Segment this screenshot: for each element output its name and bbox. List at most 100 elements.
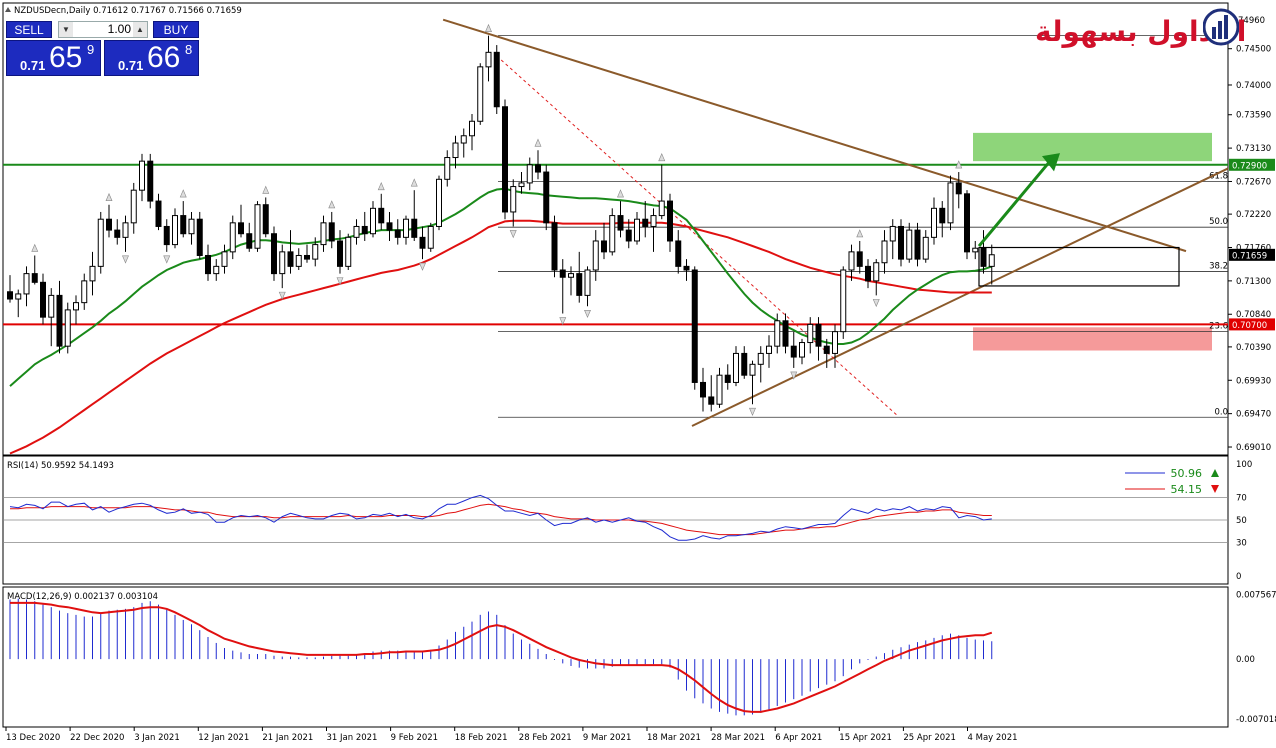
ma-slow-line: [9, 219, 992, 455]
candle-body-bullish: [130, 189, 137, 224]
lot-size-input[interactable]: ▼ 1.00 ▲: [58, 21, 148, 38]
buy-price-button[interactable]: 0.71 66 8: [104, 40, 199, 76]
sell-price-button[interactable]: 0.71 65 9: [6, 40, 101, 76]
x-axis-label: 6 Apr 2021: [775, 733, 822, 743]
candle-body-bearish: [955, 182, 962, 195]
candle: [320, 215, 327, 252]
fractal-up-icon: [856, 229, 864, 238]
candle: [716, 367, 723, 408]
lot-decrease-icon[interactable]: ▼: [59, 22, 73, 37]
candle: [271, 226, 277, 281]
candle: [774, 313, 781, 354]
candle: [477, 63, 484, 125]
one-click-trading-panel: SELL ▼ 1.00 ▲ BUY 0.71 65 9 0.71 66 8: [6, 21, 199, 76]
y-axis-label: 0.69010: [1236, 443, 1271, 453]
candle-body-bullish: [510, 186, 517, 213]
candle: [749, 360, 756, 405]
candle: [592, 230, 599, 281]
candle-body-bullish: [931, 207, 937, 238]
candle: [312, 237, 319, 267]
candle-body-bullish: [658, 200, 665, 217]
candle: [906, 222, 913, 263]
candle: [436, 175, 442, 231]
fractal-up-icon: [328, 200, 336, 209]
candle: [865, 259, 871, 289]
candle-body-bearish: [823, 345, 830, 354]
candle-body-bearish: [691, 269, 698, 383]
candle-body-bullish: [749, 363, 756, 376]
macd-histogram: [9, 598, 993, 716]
candle-body-bearish: [617, 215, 624, 231]
candle-body-bullish: [774, 320, 781, 347]
candle-body-bullish: [807, 323, 814, 344]
macd-panel-frame: [2, 586, 1229, 728]
fractal-up-icon: [617, 189, 624, 198]
candle-body-bearish: [865, 265, 871, 282]
candle-body-bullish: [485, 51, 492, 68]
candle: [609, 208, 616, 256]
y-axis-label: 0.69930: [1236, 376, 1271, 386]
candle-body-bearish: [939, 207, 946, 224]
sell-button[interactable]: SELL: [6, 21, 52, 38]
candle: [535, 150, 541, 180]
buy-price-main: 66: [147, 41, 181, 74]
candle: [634, 211, 640, 245]
candle: [807, 317, 814, 354]
candle: [543, 164, 550, 231]
candle: [15, 289, 22, 318]
candle-body-bearish: [856, 251, 863, 267]
candle-body-bearish: [361, 225, 368, 235]
candle-body-bullish: [518, 182, 525, 188]
candle-body-bullish: [23, 273, 30, 295]
candle-body-bearish: [287, 251, 294, 267]
candle: [337, 230, 343, 274]
candle-body-bearish: [328, 222, 335, 242]
candle: [106, 204, 112, 238]
candle-body-bearish: [246, 233, 253, 249]
candle: [708, 375, 715, 412]
candle-body-bearish: [56, 294, 63, 347]
candle-body-bearish: [196, 218, 203, 256]
candle-body-bearish: [980, 247, 987, 267]
fractal-up-icon: [955, 160, 963, 169]
stop-zone: [973, 327, 1212, 351]
candle: [254, 201, 261, 252]
candle: [733, 346, 739, 387]
candle: [939, 201, 946, 238]
fractal-markers: [31, 23, 963, 416]
candle: [848, 244, 855, 281]
candle: [7, 275, 13, 303]
sell-price-prefix: 0.71: [20, 58, 46, 73]
descending-trendline: [442, 18, 1187, 253]
candle-body-bullish: [650, 215, 657, 227]
rsi-down-arrow-icon: [1211, 485, 1219, 493]
candle-body-bearish: [625, 229, 632, 242]
candle-body-bullish: [139, 160, 145, 191]
candle-body-bullish: [716, 374, 723, 405]
candle-body-bearish: [741, 352, 748, 376]
x-axis-label: 12 Jan 2021: [198, 733, 249, 743]
buy-button[interactable]: BUY: [153, 21, 199, 38]
candle-body-bullish: [97, 218, 104, 267]
candle-body-bearish: [394, 229, 401, 238]
fibonacci-level-label: 0.0: [1214, 407, 1228, 417]
candle: [221, 244, 228, 274]
y-axis-extra-label: 74960: [1238, 16, 1265, 26]
candle-body-bullish: [279, 251, 286, 275]
candle: [625, 219, 632, 249]
fractal-up-icon: [377, 182, 385, 191]
lot-increase-icon[interactable]: ▲: [133, 22, 147, 37]
x-axis-label: 9 Feb 2021: [391, 733, 439, 743]
fractal-down-icon: [559, 317, 567, 326]
candle-body-bullish: [81, 280, 88, 304]
y-axis-label: 0.71300: [1236, 277, 1271, 287]
candle: [782, 313, 789, 354]
candle-body-bearish: [262, 204, 269, 235]
candle-body-bearish: [683, 265, 690, 271]
y-axis-label: 0.73590: [1236, 111, 1271, 121]
candle: [914, 222, 921, 267]
candle: [229, 215, 236, 260]
candle-body-bullish: [427, 225, 434, 249]
candle: [559, 259, 566, 314]
